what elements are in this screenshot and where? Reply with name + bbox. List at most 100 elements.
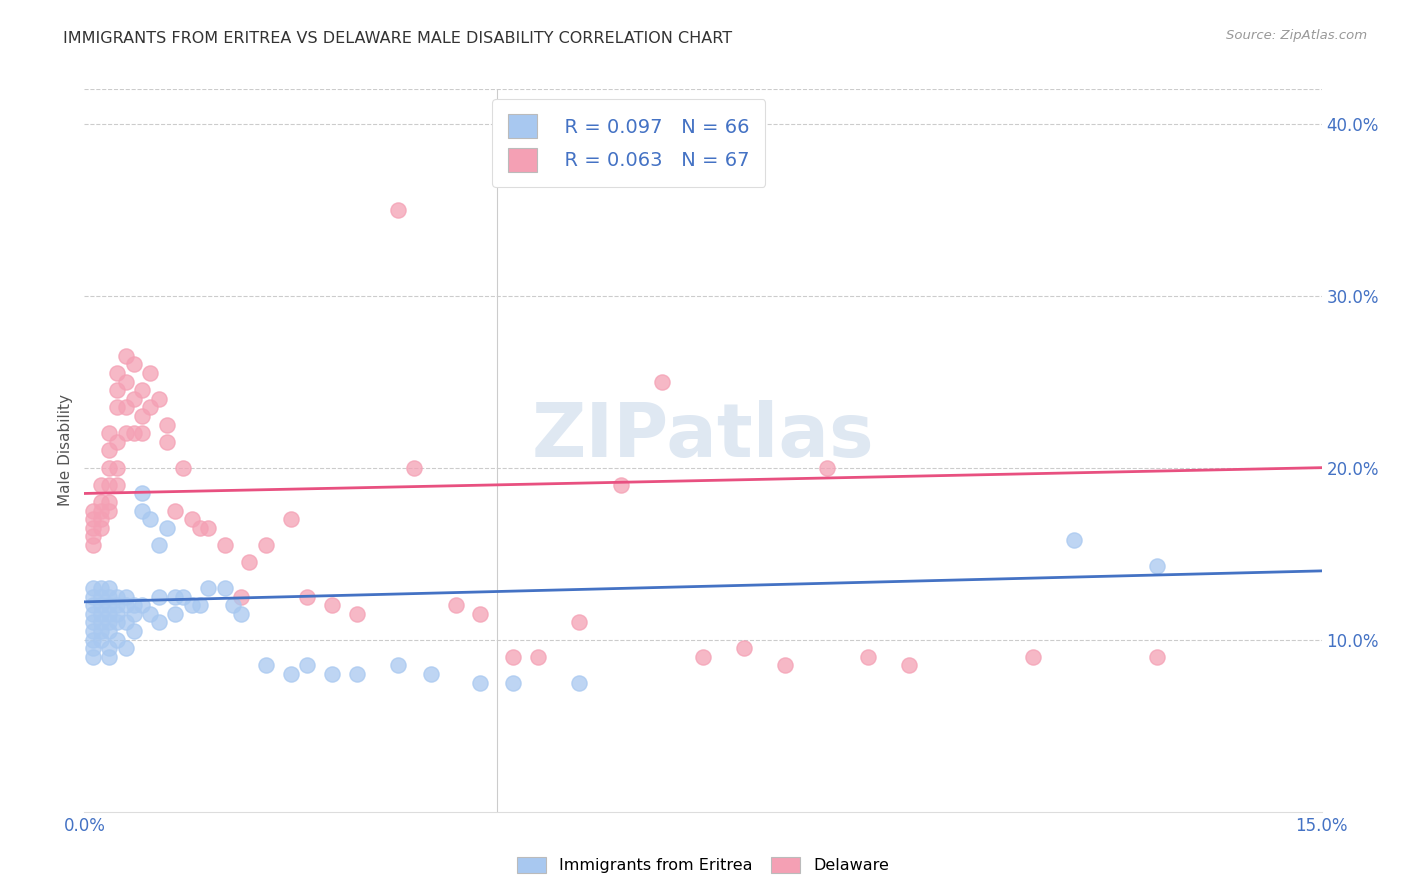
Point (165, 503, 187, 517)
Point (295, 590, 318, 604)
Point (609, 478, 631, 492)
Point (321, 599, 343, 613)
Point (214, 538, 236, 552)
Point (122, 358, 145, 372)
Point (131, 599, 153, 613)
Point (1063, 533, 1085, 547)
Point (470, 675, 492, 690)
Text: Source: ZipAtlas.com: Source: ZipAtlas.com (1226, 29, 1367, 42)
Point (114, 426, 136, 441)
Point (105, 384, 128, 398)
Point (90, 521, 112, 535)
Point (82, 581, 104, 595)
Point (98, 590, 121, 604)
Point (98, 581, 121, 595)
Point (346, 607, 368, 621)
Point (131, 426, 153, 441)
Point (122, 607, 145, 621)
Point (114, 375, 136, 389)
Point (295, 658, 318, 673)
Point (98, 624, 121, 639)
Point (105, 607, 128, 621)
Point (148, 615, 170, 630)
Point (98, 503, 121, 517)
Legend: Immigrants from Eritrea, Delaware: Immigrants from Eritrea, Delaware (510, 850, 896, 880)
Point (156, 417, 179, 432)
Y-axis label: Male Disability: Male Disability (58, 394, 73, 507)
Point (1146, 558, 1168, 573)
Point (114, 401, 136, 415)
Point (122, 599, 145, 613)
Point (98, 607, 121, 621)
Point (98, 460, 121, 475)
Point (139, 607, 162, 621)
Point (114, 599, 136, 613)
Point (131, 503, 153, 517)
Point (82, 641, 104, 656)
Point (188, 521, 211, 535)
Point (197, 581, 219, 595)
Point (90, 478, 112, 492)
Point (387, 658, 409, 673)
Text: IMMIGRANTS FROM ERITREA VS DELAWARE MALE DISABILITY CORRELATION CHART: IMMIGRANTS FROM ERITREA VS DELAWARE MALE… (63, 31, 733, 46)
Point (82, 538, 104, 552)
Point (98, 478, 121, 492)
Point (165, 590, 187, 604)
Point (214, 581, 236, 595)
Legend:   R = 0.097   N = 66,   R = 0.063   N = 67: R = 0.097 N = 66, R = 0.063 N = 67 (492, 99, 765, 187)
Point (105, 478, 128, 492)
Point (82, 503, 104, 517)
Point (156, 521, 179, 535)
Point (131, 409, 153, 423)
Point (90, 512, 112, 526)
Point (1146, 649, 1168, 664)
Point (82, 649, 104, 664)
Point (105, 434, 128, 449)
Point (188, 599, 211, 613)
Point (156, 434, 179, 449)
Point (114, 641, 136, 656)
Point (172, 590, 194, 604)
Point (90, 495, 112, 509)
Point (82, 624, 104, 639)
Point (82, 615, 104, 630)
Point (98, 599, 121, 613)
Point (139, 366, 162, 380)
Point (90, 624, 112, 639)
Point (568, 615, 591, 630)
Point (82, 521, 104, 535)
Point (131, 384, 153, 398)
Point (98, 495, 121, 509)
Point (98, 641, 121, 656)
Point (444, 599, 467, 613)
Point (139, 512, 162, 526)
Point (238, 555, 260, 569)
Point (692, 649, 714, 664)
Point (856, 649, 879, 664)
Point (131, 486, 153, 500)
Point (90, 607, 112, 621)
Point (387, 202, 409, 217)
Point (148, 590, 170, 604)
Point (229, 590, 252, 604)
Point (90, 632, 112, 647)
Point (815, 460, 838, 475)
Point (98, 426, 121, 441)
Point (172, 460, 194, 475)
Point (139, 401, 162, 415)
Point (122, 624, 145, 639)
Point (165, 607, 187, 621)
Point (404, 460, 426, 475)
Point (90, 503, 112, 517)
Point (470, 607, 492, 621)
Point (280, 667, 302, 681)
Point (229, 607, 252, 621)
Point (90, 590, 112, 604)
Point (105, 460, 128, 475)
Point (114, 615, 136, 630)
Point (254, 658, 277, 673)
Point (419, 667, 441, 681)
Point (180, 599, 202, 613)
Point (197, 521, 219, 535)
Point (1022, 649, 1045, 664)
